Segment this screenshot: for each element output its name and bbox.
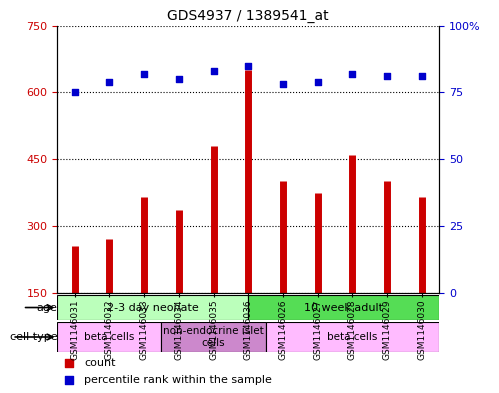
Point [105, 79, 113, 85]
Point [71, 89, 79, 95]
Text: non-endocrine islet
cells: non-endocrine islet cells [163, 326, 264, 348]
Text: age: age [36, 303, 57, 312]
Bar [248, 295, 439, 320]
Text: 2-3 day neonate: 2-3 day neonate [107, 303, 199, 312]
Text: beta cells: beta cells [327, 332, 378, 342]
Text: percentile rank within the sample: percentile rank within the sample [84, 375, 272, 385]
Point [279, 81, 287, 88]
Bar [57, 322, 162, 352]
Point [383, 73, 391, 79]
Text: beta cells: beta cells [84, 332, 135, 342]
Title: GDS4937 / 1389541_at: GDS4937 / 1389541_at [168, 9, 329, 23]
Point [175, 76, 183, 82]
Text: count: count [84, 358, 116, 367]
Text: 10 week adult: 10 week adult [304, 303, 383, 312]
Point [244, 62, 252, 69]
Bar [57, 295, 249, 320]
Text: cell type: cell type [10, 332, 57, 342]
Point [140, 70, 148, 77]
Point [314, 79, 322, 85]
Point [65, 359, 73, 365]
Point [210, 68, 218, 74]
Bar [162, 322, 265, 352]
Point [348, 70, 356, 77]
Point [418, 73, 426, 79]
Bar [265, 322, 439, 352]
Point [65, 377, 73, 384]
